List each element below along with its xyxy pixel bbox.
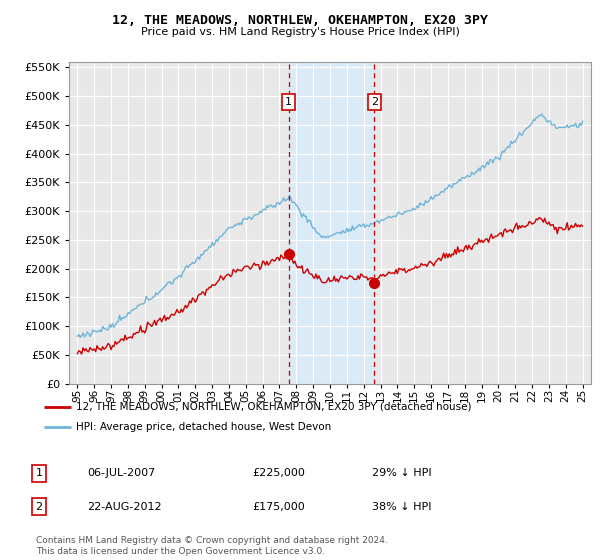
Text: Contains HM Land Registry data © Crown copyright and database right 2024.
This d: Contains HM Land Registry data © Crown c… <box>36 536 388 556</box>
Text: 22-AUG-2012: 22-AUG-2012 <box>87 502 161 512</box>
Text: 2: 2 <box>371 97 378 107</box>
Text: 2: 2 <box>35 502 43 512</box>
Text: 06-JUL-2007: 06-JUL-2007 <box>87 468 155 478</box>
Text: £225,000: £225,000 <box>252 468 305 478</box>
Text: £175,000: £175,000 <box>252 502 305 512</box>
Text: HPI: Average price, detached house, West Devon: HPI: Average price, detached house, West… <box>76 422 331 432</box>
Text: 1: 1 <box>35 468 43 478</box>
Text: 12, THE MEADOWS, NORTHLEW, OKEHAMPTON, EX20 3PY: 12, THE MEADOWS, NORTHLEW, OKEHAMPTON, E… <box>112 14 488 27</box>
Text: 38% ↓ HPI: 38% ↓ HPI <box>372 502 431 512</box>
Text: 1: 1 <box>285 97 292 107</box>
Bar <box>289 62 374 384</box>
Text: Price paid vs. HM Land Registry's House Price Index (HPI): Price paid vs. HM Land Registry's House … <box>140 27 460 37</box>
Text: 12, THE MEADOWS, NORTHLEW, OKEHAMPTON, EX20 3PY (detached house): 12, THE MEADOWS, NORTHLEW, OKEHAMPTON, E… <box>76 402 472 412</box>
Text: 29% ↓ HPI: 29% ↓ HPI <box>372 468 431 478</box>
